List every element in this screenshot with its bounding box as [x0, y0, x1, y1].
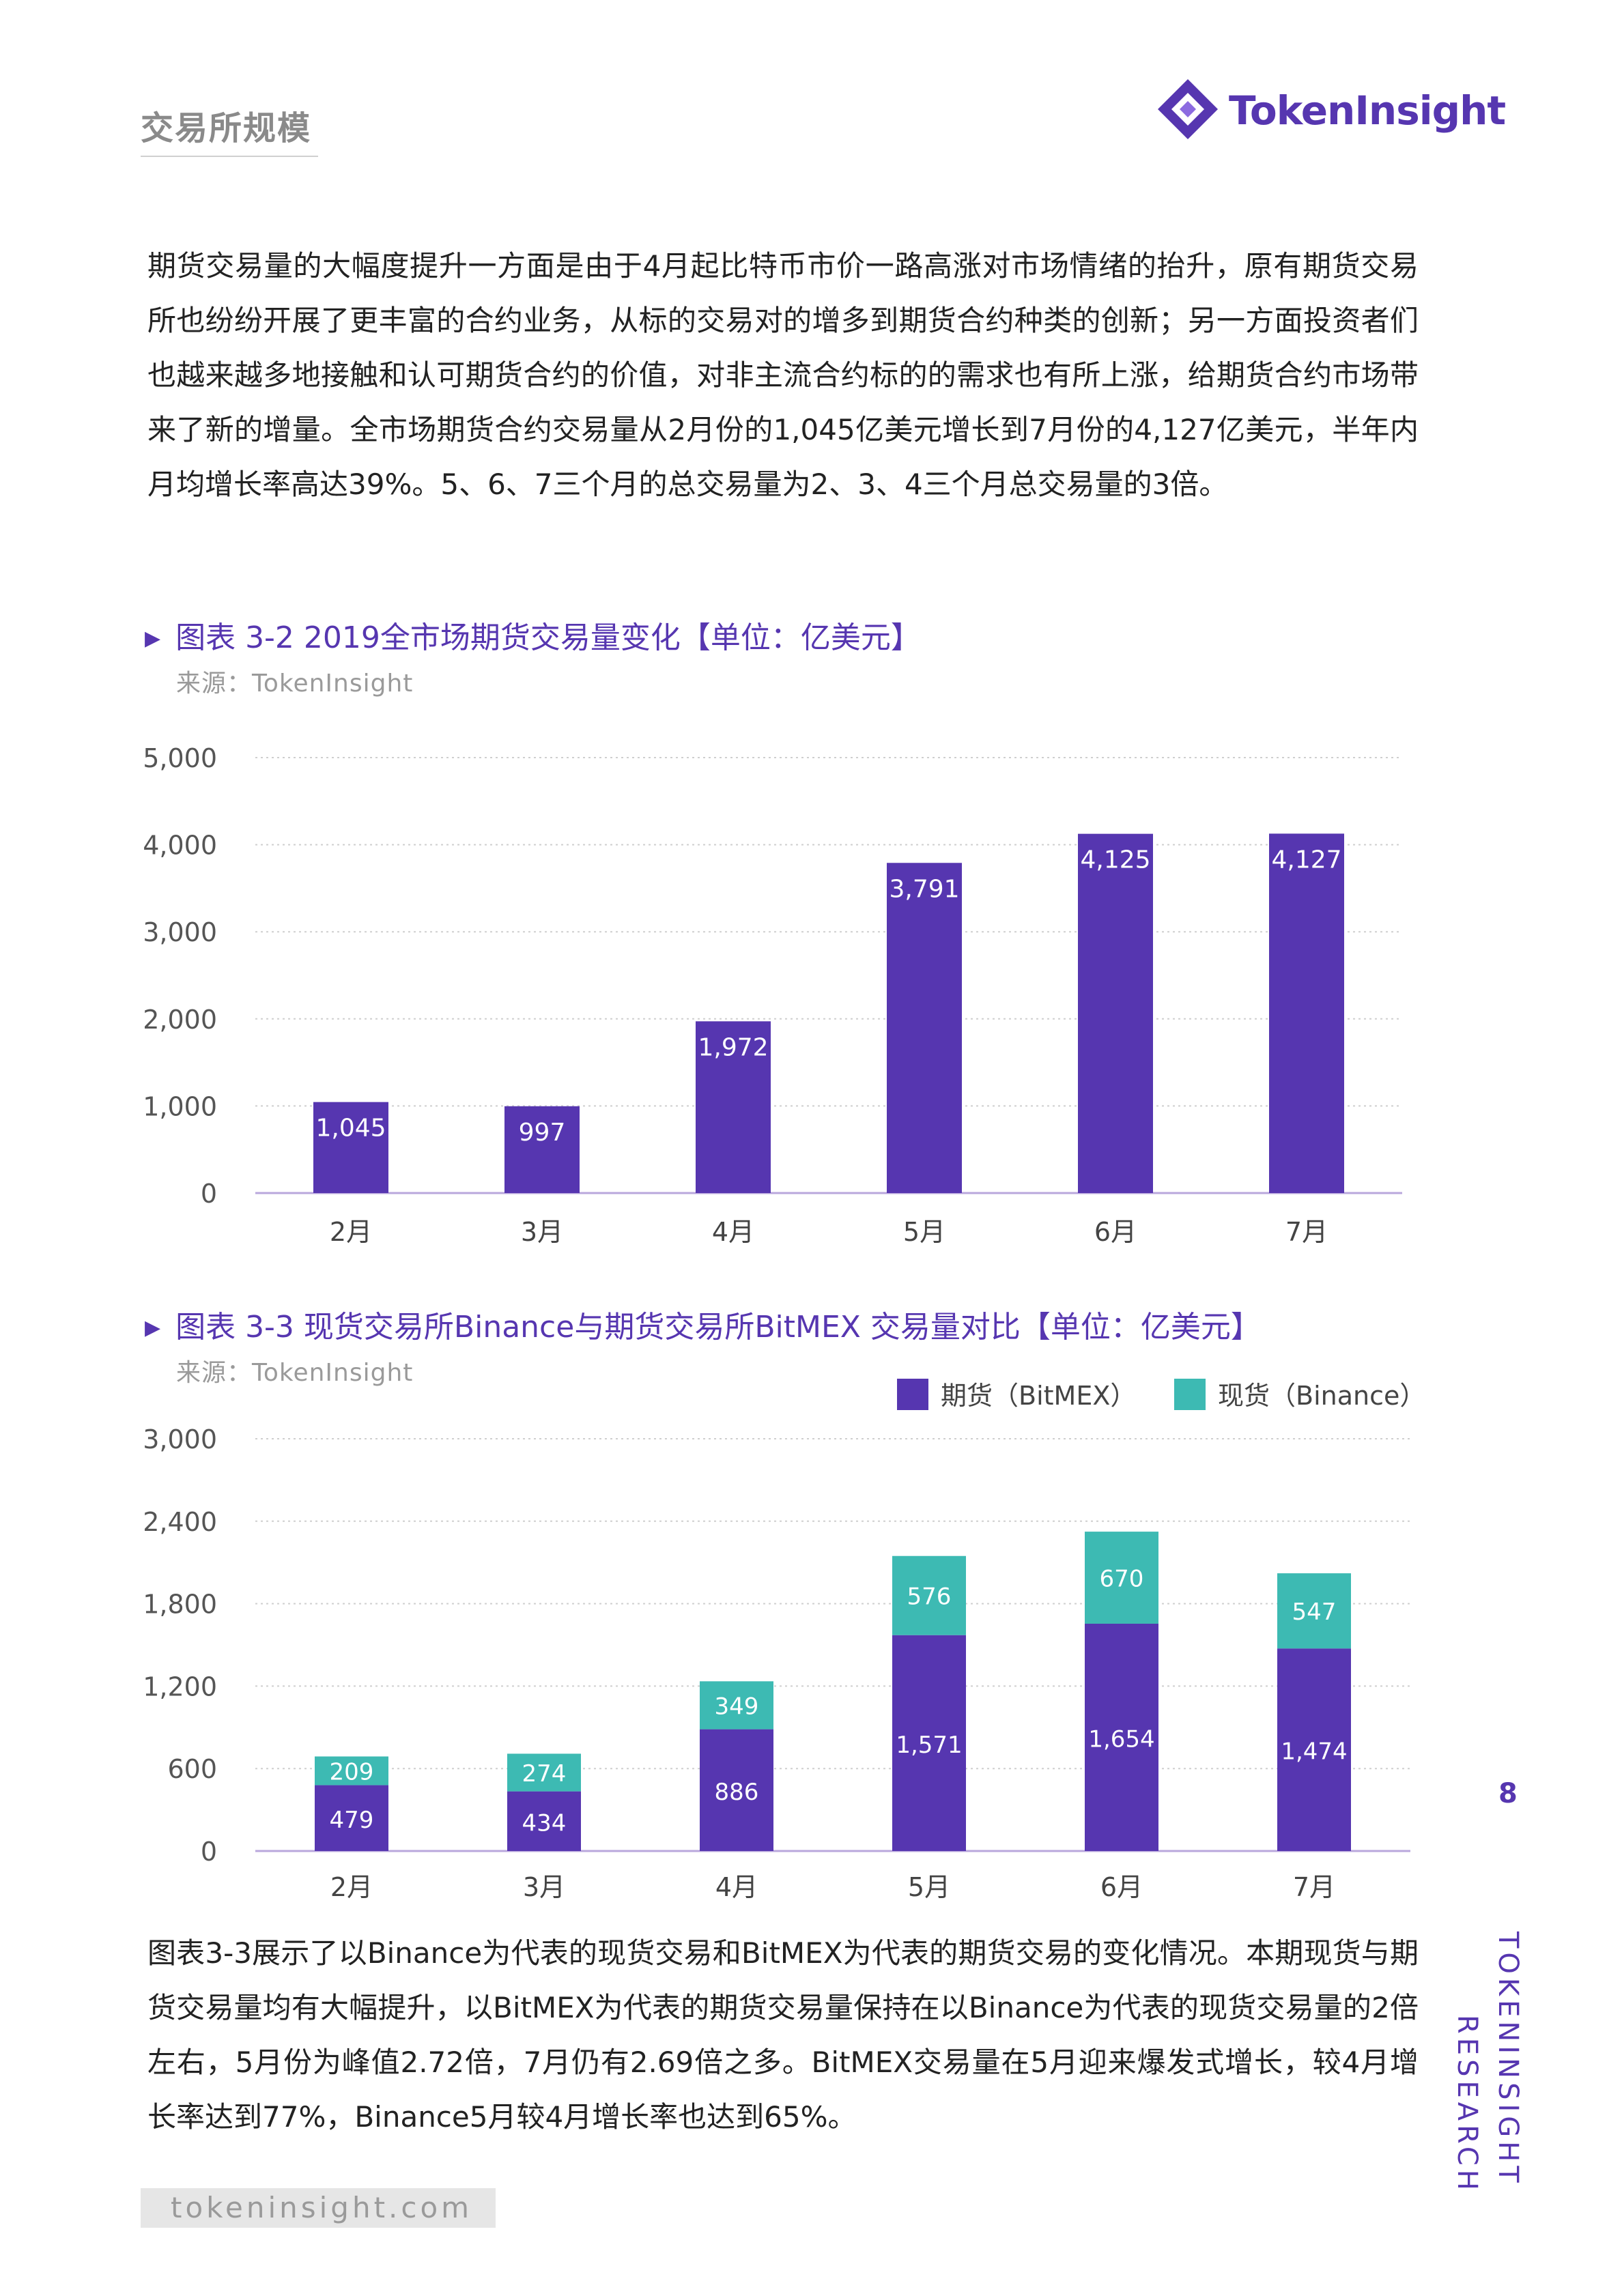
logo-mark-icon: [1158, 79, 1218, 139]
legend-item-binance: 现货（Binance）: [1174, 1375, 1425, 1412]
data-label-spot: 576: [907, 1583, 952, 1611]
side-text-research: RESEARCH: [1451, 2015, 1483, 2194]
x-tick-label: 4月: [712, 1217, 754, 1247]
x-tick-label: 7月: [1285, 1217, 1328, 1247]
section-title: 交易所规模: [141, 109, 312, 147]
data-label-spot: 349: [715, 1693, 759, 1720]
y-tick-label: 3,000: [143, 1424, 217, 1454]
caret-right-icon: ▶: [145, 627, 161, 650]
data-label-spot: 670: [1100, 1566, 1144, 1593]
page-number: 8: [1498, 1778, 1518, 1809]
x-tick-label: 7月: [1293, 1872, 1335, 1902]
x-tick-label: 5月: [908, 1872, 950, 1902]
bar: [887, 863, 962, 1193]
caret-right-icon: ▶: [145, 1316, 161, 1340]
data-label-futures: 886: [715, 1779, 759, 1806]
data-label: 1,045: [315, 1115, 386, 1143]
x-tick-label: 4月: [715, 1872, 758, 1902]
x-tick-label: 3月: [521, 1217, 563, 1247]
data-label: 997: [519, 1119, 566, 1147]
data-label-spot: 209: [330, 1759, 374, 1786]
x-tick-label: 3月: [523, 1872, 565, 1902]
bar-futures: [892, 1635, 966, 1851]
figure-1-title: ▶ 图表 3-2 2019全市场期货交易量变化【单位：亿美元】: [145, 613, 921, 657]
x-tick-label: 6月: [1100, 1872, 1143, 1902]
y-tick-label: 0: [201, 1837, 217, 1867]
bar-spot: [1085, 1532, 1158, 1624]
data-label: 1,972: [698, 1033, 768, 1061]
body-paragraph-1: 期货交易量的大幅度提升一方面是由于4月起比特币市价一路高涨对市场情绪的抬升，原有…: [147, 249, 1419, 501]
figure-2-title-text: 图表 3-3 现货交易所Binance与期货交易所BitMEX 交易量对比【单位…: [175, 1310, 1261, 1345]
bar-spot: [1277, 1573, 1351, 1649]
bar-futures: [507, 1791, 581, 1851]
figure-2-source: 来源：TokenInsight: [176, 1359, 414, 1387]
body-paragraph-2: 图表3-3展示了以Binance为代表的现货交易和BitMEX为代表的期货交易的…: [147, 1936, 1419, 2134]
legend-label-binance: 现货（Binance）: [1218, 1381, 1426, 1411]
data-label: 4,127: [1271, 846, 1341, 874]
y-tick-label: 2,400: [143, 1507, 217, 1537]
bar-futures: [1277, 1648, 1351, 1851]
x-tick-label: 2月: [330, 1872, 373, 1902]
data-label-spot: 547: [1292, 1598, 1337, 1626]
bar: [1078, 833, 1153, 1193]
bar: [1269, 833, 1344, 1193]
y-tick-label: 2,000: [143, 1005, 217, 1035]
y-tick-label: 1,200: [143, 1671, 217, 1702]
data-label: 4,125: [1080, 846, 1150, 874]
data-label-spot: 274: [522, 1760, 567, 1788]
data-label: 3,791: [889, 875, 959, 903]
data-label-futures: 1,654: [1088, 1725, 1154, 1753]
data-label-futures: 434: [522, 1809, 567, 1837]
bar-futures: [1085, 1623, 1158, 1851]
figure-2-title: ▶ 图表 3-3 现货交易所Binance与期货交易所BitMEX 交易量对比【单…: [145, 1302, 1261, 1346]
footer-url: tokeninsight.com: [141, 2188, 496, 2228]
section-underline: [141, 156, 318, 157]
y-tick-label: 1,000: [143, 1091, 217, 1121]
y-tick-label: 4,000: [143, 831, 217, 861]
bar-spot: [315, 1756, 388, 1785]
legend-item-bitmex: 期货（BitMEX）: [897, 1375, 1136, 1412]
bar-spot: [700, 1681, 773, 1730]
y-tick-label: 5,000: [143, 743, 217, 773]
bar: [504, 1106, 580, 1193]
side-text-tokeninsight: TOKENINSIGHT: [1492, 1932, 1524, 2187]
y-tick-label: 600: [167, 1754, 217, 1784]
figure-1-source: 来源：TokenInsight: [176, 670, 414, 698]
data-label-futures: 479: [330, 1807, 374, 1834]
bar-spot: [892, 1555, 966, 1635]
legend-swatch-purple: [897, 1379, 928, 1410]
bar: [313, 1102, 388, 1193]
chart-spot-vs-futures: 0 600 1,200 1,800 2,400 3,000 479 209 2月 434 274 3月…: [143, 1424, 1410, 1902]
data-label-futures: 1,571: [896, 1732, 962, 1759]
x-tick-label: 6月: [1094, 1217, 1137, 1247]
chart-futures-volume: 0 1,000 2,000 3,000 4,000 5,000 1,045 2月 997 3月 1,…: [143, 743, 1402, 1247]
tokeninsight-logo: TokenInsight: [1154, 75, 1536, 150]
y-tick-label: 1,800: [143, 1590, 217, 1620]
legend-label-bitmex: 期货（BitMEX）: [941, 1381, 1137, 1411]
bar-futures: [700, 1729, 773, 1851]
bar-futures: [315, 1785, 388, 1851]
figure-1-title-text: 图表 3-2 2019全市场期货交易量变化【单位：亿美元】: [175, 620, 921, 655]
data-label-futures: 1,474: [1281, 1738, 1347, 1766]
logo-text: TokenInsight: [1229, 87, 1506, 134]
x-tick-label: 5月: [903, 1217, 945, 1247]
bar-spot: [507, 1753, 581, 1792]
legend-swatch-teal: [1174, 1379, 1206, 1410]
y-tick-label: 0: [201, 1179, 217, 1209]
x-tick-label: 2月: [330, 1217, 372, 1247]
y-tick-label: 3,000: [143, 917, 217, 947]
bar: [696, 1021, 771, 1193]
